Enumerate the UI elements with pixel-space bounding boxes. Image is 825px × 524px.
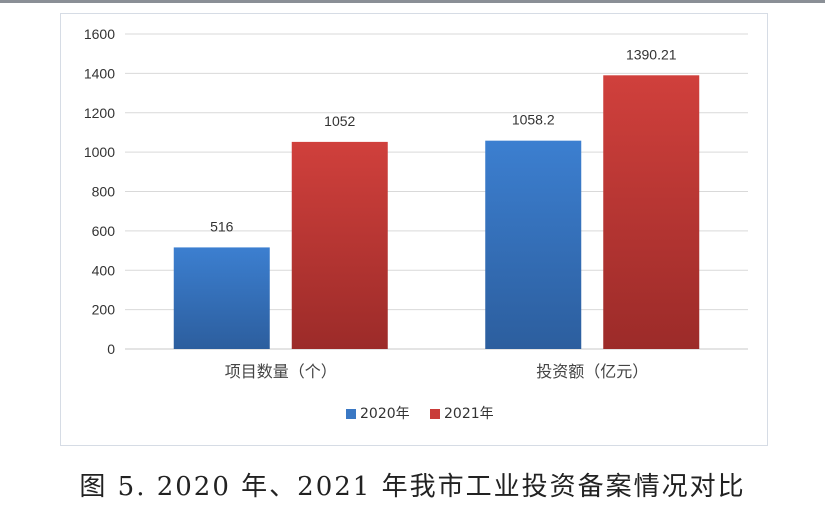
y-tick-label: 200 bbox=[92, 302, 116, 318]
data-label: 1390.21 bbox=[626, 46, 677, 62]
legend-label: 2021年 bbox=[444, 406, 494, 422]
y-tick-label: 1600 bbox=[84, 26, 115, 42]
category-label: 投资额（亿元） bbox=[536, 362, 648, 381]
data-label: 516 bbox=[210, 218, 234, 234]
bar bbox=[485, 140, 582, 349]
y-tick-label: 1000 bbox=[84, 144, 115, 160]
bar bbox=[291, 141, 388, 349]
data-label: 1052 bbox=[324, 113, 355, 129]
data-label: 1058.2 bbox=[512, 112, 555, 128]
y-tick-label: 600 bbox=[92, 223, 116, 239]
y-tick-label: 800 bbox=[92, 184, 116, 200]
legend-swatch bbox=[346, 409, 356, 419]
y-tick-label: 400 bbox=[92, 262, 116, 278]
figure-caption: 图 5. 2020 年、2021 年我市工业投资备案情况对比 bbox=[79, 472, 746, 502]
legend-label: 2020年 bbox=[360, 406, 410, 422]
top-rule bbox=[0, 0, 825, 3]
y-tick-label: 1400 bbox=[84, 65, 115, 81]
y-tick-label: 1200 bbox=[84, 105, 115, 121]
bar-chart: 516 1052 1058.2 1390.21 0 200 400 600 800 1000 12… bbox=[84, 26, 748, 422]
y-tick-label: 0 bbox=[107, 341, 115, 357]
bar bbox=[603, 75, 700, 350]
bar bbox=[173, 247, 270, 349]
legend-swatch bbox=[430, 409, 440, 419]
category-label: 项目数量（个） bbox=[225, 362, 337, 381]
